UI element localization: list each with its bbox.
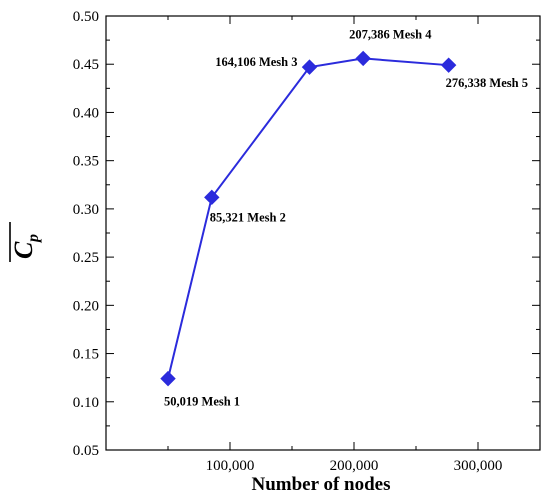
annotations: 50,019 Mesh 1 85,321 Mesh 2 164,106 Mesh 3… (164, 27, 528, 408)
data-point-label: 207,386 Mesh 4 (349, 27, 432, 41)
y-axis-title: C p (9, 222, 42, 262)
y-tick-label: 0.35 (73, 154, 99, 170)
x-tick-label: 200,000 (330, 458, 379, 474)
y-tick-label: 0.30 (73, 202, 99, 218)
data-point-marker (160, 370, 176, 387)
y-axis-subscript: p (25, 234, 42, 244)
y-tick-label: 0.50 (73, 9, 99, 25)
y-tick-label: 0.20 (73, 298, 99, 314)
x-axis-title: Number of nodes (252, 474, 391, 494)
data-point-label: 164,106 Mesh 3 (215, 55, 297, 69)
data-point-marker (440, 57, 457, 73)
y-tick-label: 0.25 (73, 250, 99, 266)
series (160, 50, 457, 387)
y-tick-labels: 0.05 0.10 0.15 0.20 0.25 0.30 0.35 0.40 0.45 0.50 (73, 9, 99, 459)
data-point-marker (355, 50, 371, 67)
y-axis-symbol: C (9, 241, 38, 259)
data-point-label: 50,019 Mesh 1 (164, 395, 240, 409)
x-tick-label: 100,000 (206, 458, 255, 474)
y-tick-label: 0.10 (73, 395, 99, 411)
data-point-label: 85,321 Mesh 2 (210, 210, 286, 224)
data-point-marker (301, 59, 318, 75)
ticks (106, 15, 540, 451)
y-tick-label: 0.05 (73, 443, 99, 459)
y-tick-label: 0.15 (73, 347, 99, 363)
y-tick-label: 0.40 (73, 105, 99, 121)
x-tick-label: 300,000 (454, 458, 503, 474)
x-tick-labels: 100,000 200,000 300,000 (206, 458, 503, 474)
data-point-label: 276,338 Mesh 5 (446, 76, 528, 90)
y-tick-label: 0.45 (73, 57, 99, 73)
data-point-marker (204, 189, 220, 206)
